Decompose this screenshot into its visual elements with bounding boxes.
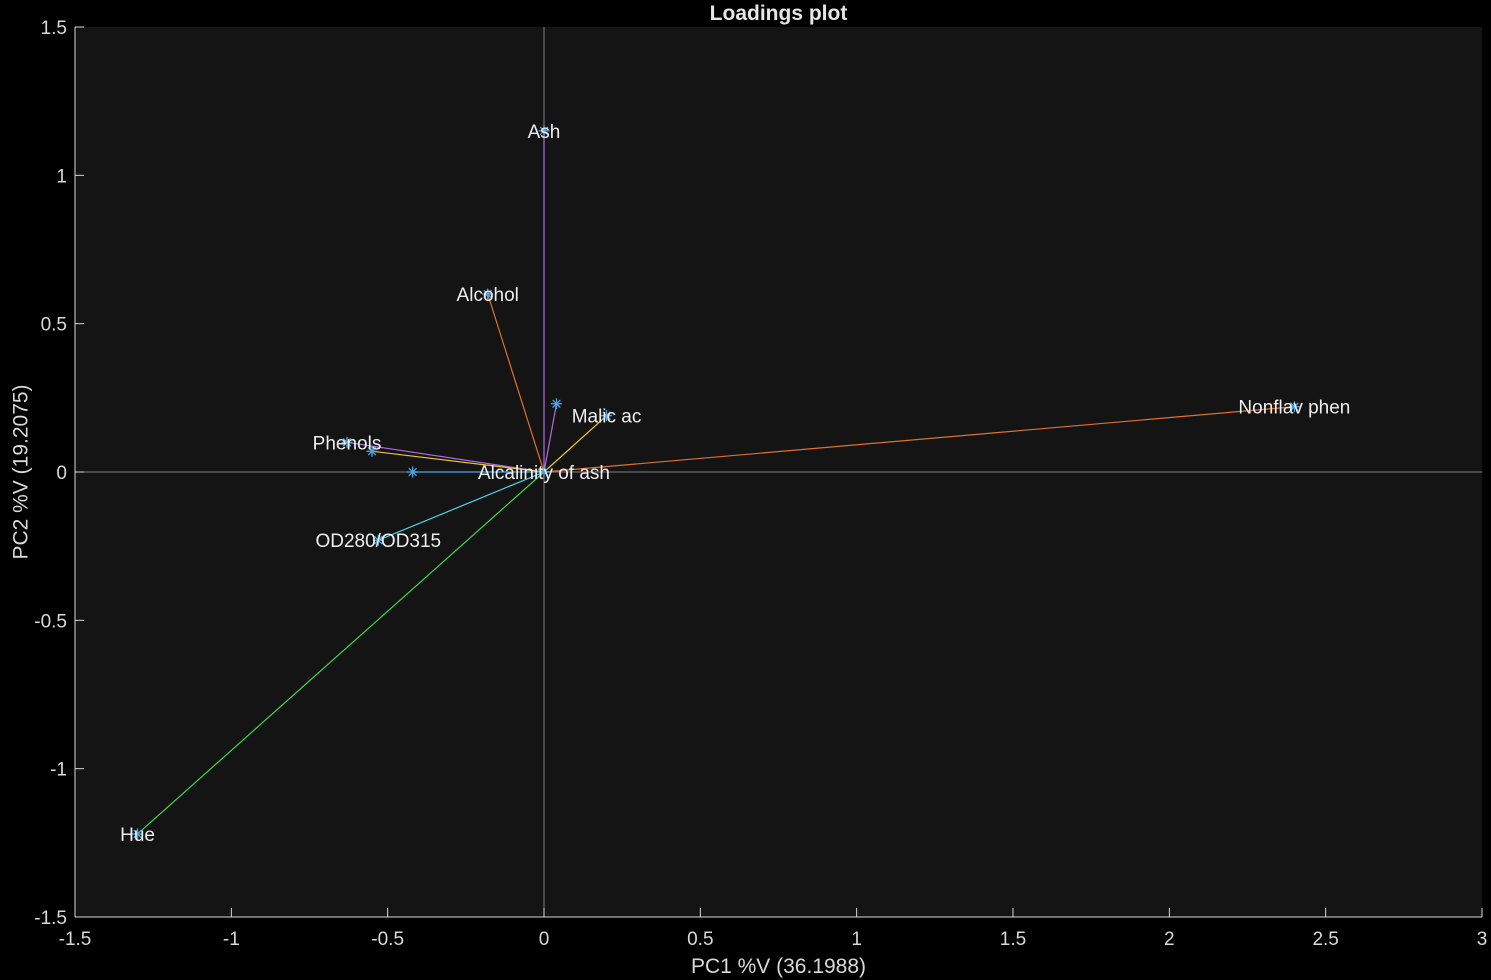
y-tick-label: 1 [56,166,67,187]
loading-markers [132,125,1300,840]
x-tick-label: 2.5 [1312,929,1338,950]
x-tick-label: 2 [1164,929,1175,950]
marker-alcohol [482,288,494,300]
loading-vectors [137,130,1295,835]
marker-unlabeled-8 [551,398,563,410]
x-axis-title: PC1 %V (36.1988) [691,955,866,978]
point-label-od280-od315: OD280/OD315 [315,531,441,552]
marker-alcalinity-of-ash [538,466,550,478]
point-label-ash: Ash [528,122,561,143]
point-label-alcohol: Alcohol [457,285,519,306]
vector-alcohol [487,293,545,473]
y-tick-label: -1 [50,760,67,781]
x-tick-label: -0.5 [371,929,404,950]
marker-malic-ac [601,410,613,422]
y-axis-title: PC2 %V (19.2075) [9,384,32,559]
y-tick-label: 0 [56,463,67,484]
vector-hue [137,471,545,835]
y-tick-label: 0.5 [41,315,67,336]
marker-nonflav-phen [1288,401,1300,413]
marker-unlabeled-9 [366,445,378,457]
y-tick-label: 1.5 [41,18,67,39]
vector-nonflav-phen [543,406,1295,473]
vector-unlabeled-8 [543,403,558,473]
marker-od280-od315 [372,534,384,546]
point-label-hue: Hue [120,825,155,846]
marker-hue [132,828,144,840]
x-tick-label: 0.5 [687,929,713,950]
ticks: -1.5 -1 -0.5 0 0.5 1 1.5 2 2.5 3 -1.5 -1 -0.5 0 0.5 1 1.… [34,18,1487,950]
x-tick-label: 1.5 [1000,929,1026,950]
point-label-malic-ac: Malic ac [572,407,642,428]
x-tick-label: -1.5 [59,929,92,950]
vector-od280-od315 [378,471,545,541]
point-label-alcalinity-of-ash: Alcalinity of ash [478,463,610,484]
x-tick-label: -1 [223,929,240,950]
y-tick-label: -1.5 [34,908,67,929]
point-label-nonflav-phen: Nonflav phen [1238,398,1350,419]
x-tick-label: 3 [1477,929,1488,950]
vector-unlabeled-9 [371,450,545,473]
marker-unlabeled-10 [407,466,419,478]
marker-phenols [341,436,353,448]
vector-phenols [346,441,545,473]
point-labels: Ash Alcohol Malic ac Nonflav phen Phenols Alc… [120,122,1350,846]
x-tick-label: 0 [539,929,550,950]
point-label-phenols: Phenols [313,433,382,454]
marker-ash [538,125,550,137]
vector-malic-ac [543,415,607,473]
chart-title: Loadings plot [710,2,848,25]
x-tick-label: 1 [851,929,862,950]
y-tick-label: -0.5 [34,611,67,632]
